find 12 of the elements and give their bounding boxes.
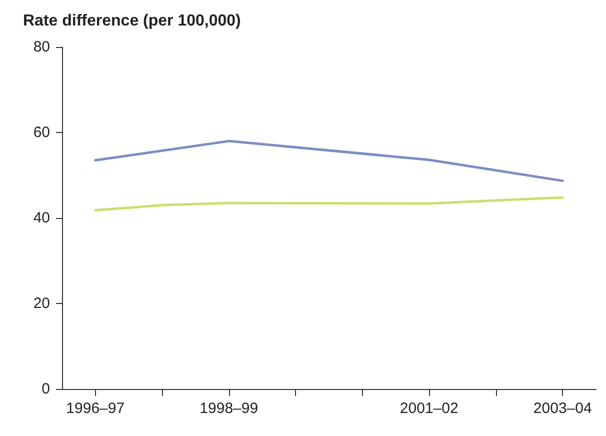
y-tick-label: 20 <box>33 295 50 312</box>
x-tick-label: 1996–97 <box>66 400 125 417</box>
y-tick-label: 80 <box>33 38 50 56</box>
x-tick-label: 2001–02 <box>400 400 458 417</box>
line-series <box>94 196 564 212</box>
x-tick-label: 1998–99 <box>200 400 258 417</box>
y-tick-label: 40 <box>33 210 50 226</box>
x-tick-label: 2003–04 <box>533 400 592 417</box>
y-tick-label: 0 <box>42 380 50 398</box>
chart-title: Rate difference (per 100,000) <box>23 12 241 30</box>
line-series <box>94 140 564 182</box>
y-tick-label: 60 <box>33 124 50 141</box>
